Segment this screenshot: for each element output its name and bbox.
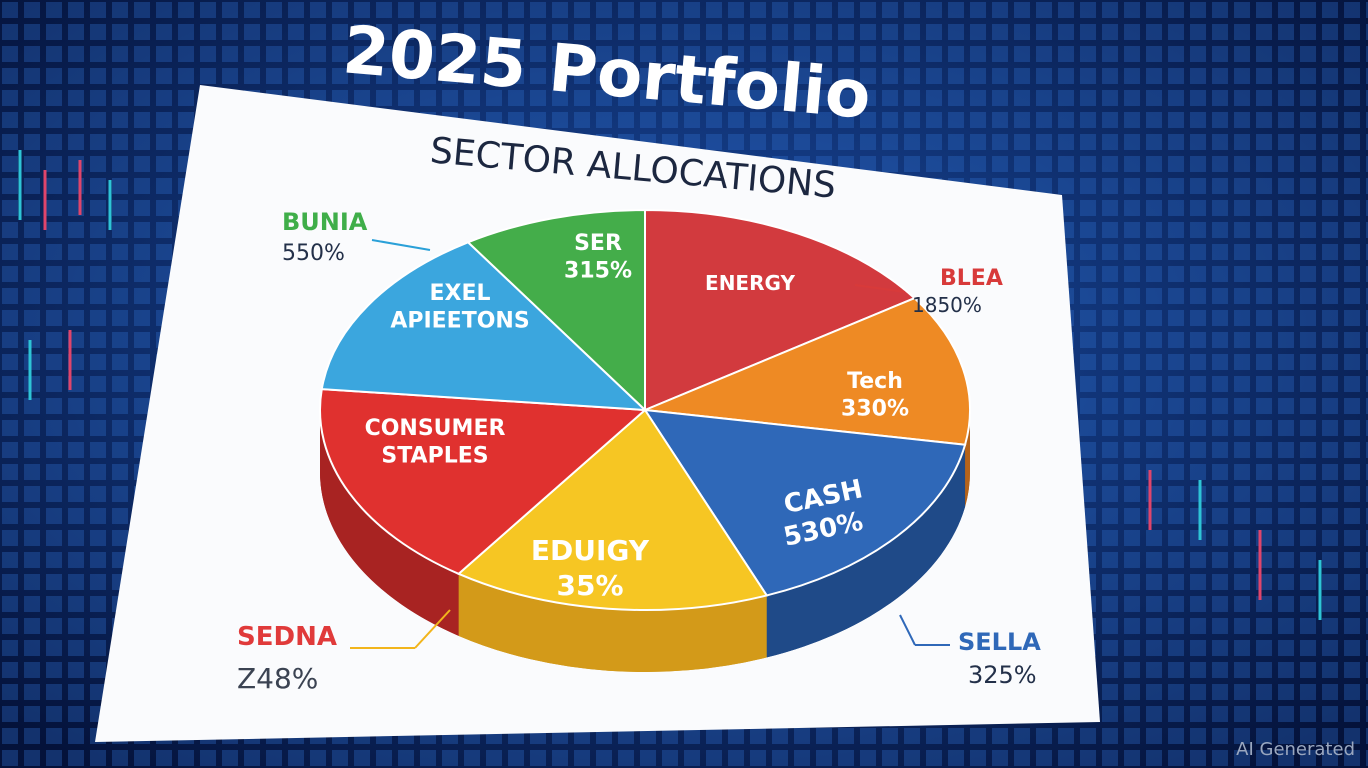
slice-label: EDUIGY [531,534,650,567]
callout-label: SELLA [958,628,1041,656]
slice [644,296,971,446]
callout-value: 325% [968,661,1037,689]
watermark: AI Generated [1236,739,1355,760]
slice-wall [320,410,459,636]
slice-label: CONSUMER [365,416,506,441]
slice-label: EXEL [429,281,490,306]
slice-label: 330% [841,397,909,422]
slice-wall [766,444,966,658]
slice-label: ENERGY [705,271,795,295]
slice-label: STAPLES [381,444,488,469]
slice [643,408,967,597]
slice-label: 315% [564,259,632,284]
slice-label: 35% [556,569,623,602]
callout-label: SEDNA [237,622,337,652]
slice [456,408,769,611]
callout-value: 550% [282,241,345,266]
slice-label: APIEETONS [390,309,529,334]
slice-label: SER [574,231,622,256]
callout-label: BLEA [940,266,1003,291]
leader-lines [350,239,950,649]
callout-value: 1850% [912,293,982,317]
candles [18,150,1322,620]
callout-label: BUNIA [282,208,368,236]
callout-value: Z48% [237,662,318,695]
slice [466,208,646,413]
slice [319,388,648,575]
slice [644,208,917,412]
slice-label: Tech [847,369,903,394]
slice-wall [965,410,971,507]
slice [320,241,648,412]
